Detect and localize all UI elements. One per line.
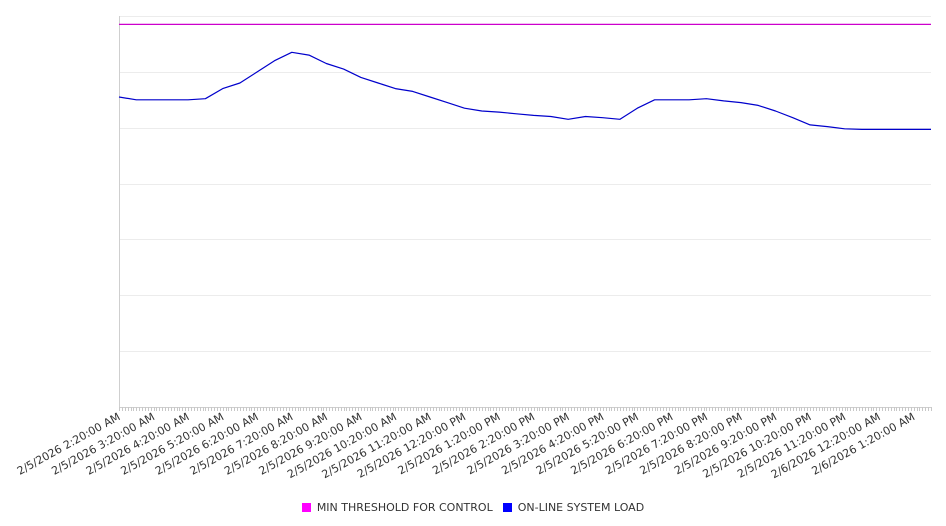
legend-label-system-load: ON-LINE SYSTEM LOAD: [517, 500, 645, 514]
legend-swatch-system-load: [502, 502, 512, 512]
load-chart: 2/5/2026 2:20:00 AM2/5/2026 3:20:00 AM2/…: [15, 16, 932, 481]
legend-item-min-threshold[interactable]: MIN THRESHOLD FOR CONTROL: [301, 500, 493, 514]
x-axis-tick-labels: 2/5/2026 2:20:00 AM2/5/2026 3:20:00 AM2/…: [15, 410, 917, 481]
legend-item-system-load[interactable]: ON-LINE SYSTEM LOAD: [502, 500, 645, 514]
legend-swatch-min-threshold: [301, 502, 311, 512]
system-load-line: [118, 51, 931, 130]
x-axis-ticks: [119, 407, 932, 411]
legend: MIN THRESHOLD FOR CONTROL ON-LINE SYSTEM…: [0, 498, 946, 516]
series-layer: [118, 23, 931, 130]
grid-lines: [119, 16, 931, 352]
legend-label-min-threshold: MIN THRESHOLD FOR CONTROL: [316, 500, 493, 514]
